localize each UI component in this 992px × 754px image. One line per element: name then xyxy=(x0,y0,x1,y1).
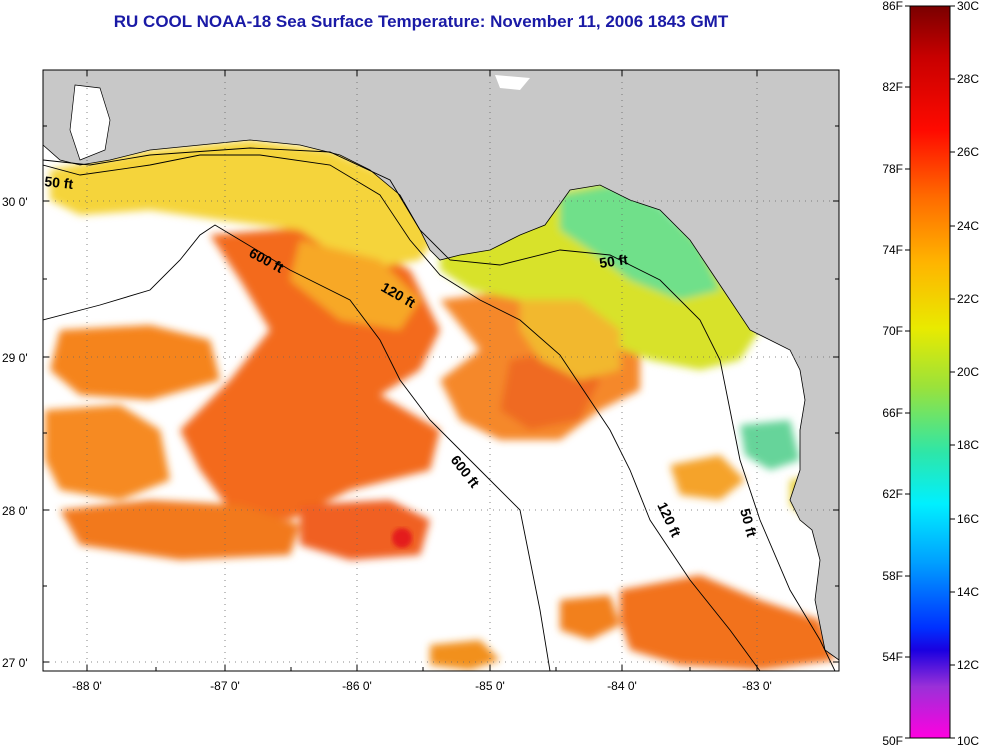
latitude-labels: 30 0' 29 0' 28 0' 27 0' xyxy=(2,195,28,670)
longitude-labels: -88 0' -87 0' -86 0' -85 0' -84 0' -83 0… xyxy=(72,679,772,693)
map-panel: 50 ft 600 ft 120 ft 50 ft 600 ft 120 ft … xyxy=(2,69,840,693)
c-label: 12C xyxy=(957,658,979,672)
c-label: 18C xyxy=(957,438,979,452)
contour-label-50ft-north: 50 ft xyxy=(598,251,629,271)
colorbar-gradient xyxy=(909,5,951,739)
c-label: 24C xyxy=(957,219,979,233)
c-label: 26C xyxy=(957,145,979,159)
c-label: 28C xyxy=(957,72,979,86)
lon-label: -83 0' xyxy=(742,679,772,693)
lat-label: 29 0' xyxy=(2,351,28,365)
lon-label: -85 0' xyxy=(475,679,505,693)
contour-120ft-line xyxy=(43,154,761,671)
contour-label-50ft-south: 50 ft xyxy=(737,507,760,539)
f-label: 50F xyxy=(882,734,903,748)
temperature-colorbar: 86F 82F 78F 74F 70F 66F 62F 58F 54F 50F … xyxy=(882,0,979,748)
c-label: 30C xyxy=(957,0,979,13)
contour-600ft-line xyxy=(43,224,551,671)
contour-50ft-line xyxy=(43,147,836,671)
f-label: 70F xyxy=(882,324,903,338)
lon-label: -86 0' xyxy=(342,679,372,693)
f-label: 62F xyxy=(882,487,903,501)
axis-tick-marks xyxy=(43,70,839,671)
f-label: 66F xyxy=(882,406,903,420)
f-label: 82F xyxy=(882,80,903,94)
land-layer xyxy=(43,70,839,661)
f-label: 86F xyxy=(882,0,903,13)
lat-label: 28 0' xyxy=(2,504,28,518)
depth-contours xyxy=(43,147,836,671)
lon-label: -87 0' xyxy=(210,679,240,693)
colorbar-celsius-labels: 30C 28C 26C 24C 22C 20C 18C 16C 14C 12C … xyxy=(957,0,979,748)
colorbar-ticks xyxy=(905,5,955,739)
lon-label: -88 0' xyxy=(72,679,102,693)
sst-data-layer xyxy=(45,140,835,670)
contour-label-50ft-west: 50 ft xyxy=(44,173,75,192)
lon-label: -84 0' xyxy=(607,679,637,693)
f-label: 78F xyxy=(882,162,903,176)
f-label: 54F xyxy=(882,650,903,664)
c-label: 10C xyxy=(957,734,979,748)
f-label: 74F xyxy=(882,243,903,257)
map-frame xyxy=(42,69,840,672)
colorbar-fahrenheit-labels: 86F 82F 78F 74F 70F 66F 62F 58F 54F 50F xyxy=(882,0,903,748)
map-title: RU COOL NOAA-18 Sea Surface Temperature:… xyxy=(113,12,729,31)
c-label: 16C xyxy=(957,512,979,526)
c-label: 22C xyxy=(957,292,979,306)
lat-label: 27 0' xyxy=(2,656,28,670)
c-label: 20C xyxy=(957,365,979,379)
c-label: 14C xyxy=(957,585,979,599)
graticule xyxy=(43,70,839,671)
f-label: 58F xyxy=(882,569,903,583)
lat-label: 30 0' xyxy=(2,195,28,209)
